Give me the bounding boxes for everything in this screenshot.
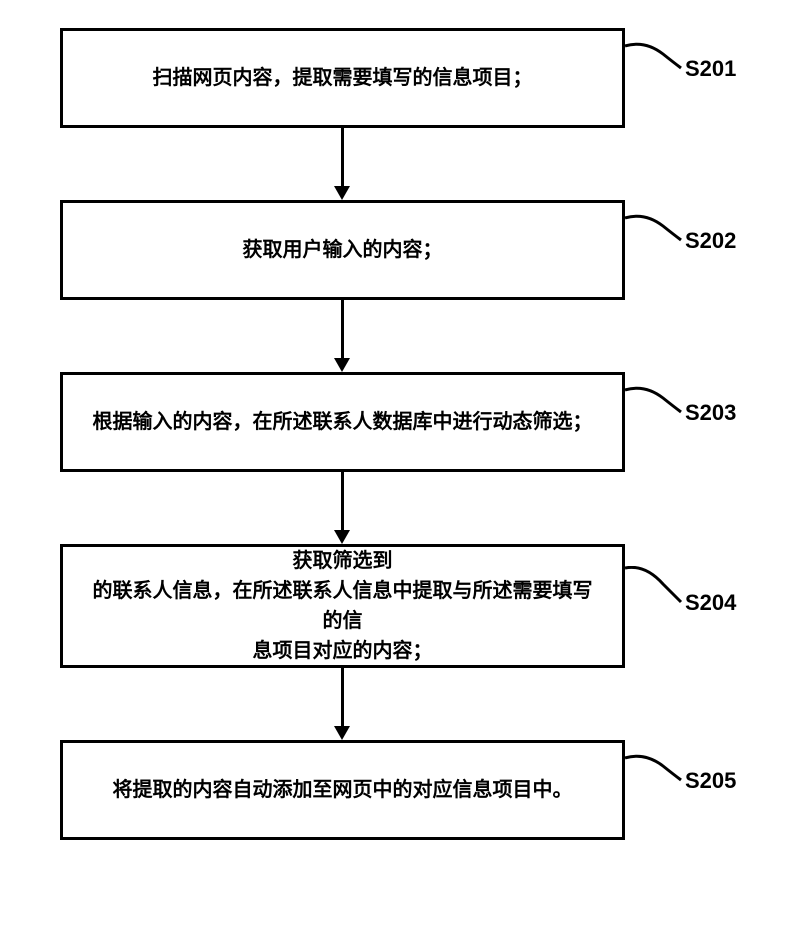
label-curve-4	[625, 566, 685, 610]
step-label-4: S204	[685, 590, 736, 616]
step-label-5: S205	[685, 768, 736, 794]
step-text-4: 获取筛选到 的联系人信息，在所述联系人信息中提取与所述需要填写的信 息项目对应的…	[83, 546, 602, 666]
step-box-5: 将提取的内容自动添加至网页中的对应信息项目中。	[60, 740, 625, 840]
step-label-1: S201	[685, 56, 736, 82]
step-box-4: 获取筛选到 的联系人信息，在所述联系人信息中提取与所述需要填写的信 息项目对应的…	[60, 544, 625, 668]
step-box-2: 获取用户输入的内容；	[60, 200, 625, 300]
arrow-head-1	[334, 186, 350, 200]
arrow-head-3	[334, 530, 350, 544]
arrow-line-2	[341, 300, 344, 358]
label-curve-5	[625, 750, 685, 790]
step-text-5: 将提取的内容自动添加至网页中的对应信息项目中。	[113, 775, 573, 805]
step-text-3: 根据输入的内容，在所述联系人数据库中进行动态筛选；	[93, 407, 593, 437]
step-text-2: 获取用户输入的内容；	[243, 235, 443, 265]
arrow-line-4	[341, 668, 344, 726]
flowchart-container: 扫描网页内容，提取需要填写的信息项目； S201 获取用户输入的内容； S202…	[0, 0, 800, 928]
step-label-2: S202	[685, 228, 736, 254]
label-curve-2	[625, 210, 685, 250]
label-curve-1	[625, 38, 685, 78]
arrow-head-4	[334, 726, 350, 740]
step-box-3: 根据输入的内容，在所述联系人数据库中进行动态筛选；	[60, 372, 625, 472]
arrow-line-3	[341, 472, 344, 530]
step-label-3: S203	[685, 400, 736, 426]
label-curve-3	[625, 382, 685, 422]
arrow-line-1	[341, 128, 344, 186]
step-text-1: 扫描网页内容，提取需要填写的信息项目；	[153, 63, 533, 93]
step-box-1: 扫描网页内容，提取需要填写的信息项目；	[60, 28, 625, 128]
arrow-head-2	[334, 358, 350, 372]
